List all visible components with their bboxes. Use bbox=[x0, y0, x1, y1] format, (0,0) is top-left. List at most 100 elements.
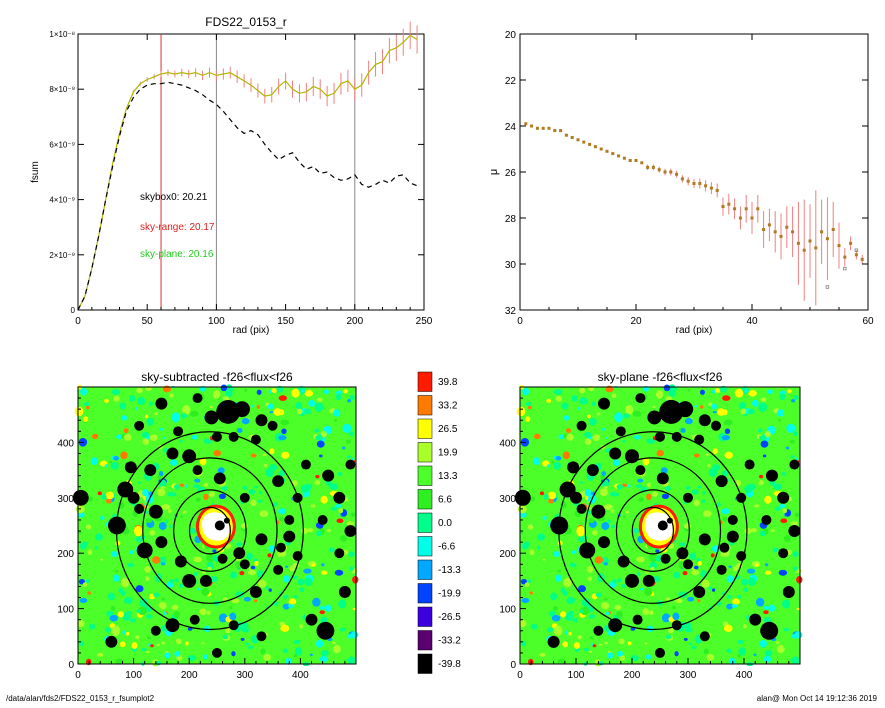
sky-plane-noise-blob bbox=[655, 549, 660, 553]
sky-subtracted-noise-blob bbox=[213, 449, 221, 457]
sky-subtracted-noise-blob bbox=[195, 497, 201, 502]
sky-subtracted-noise-blob bbox=[299, 624, 304, 629]
sky-subtracted-noise-blob bbox=[107, 592, 115, 601]
sky-subtracted-noise-blob bbox=[333, 409, 341, 417]
colorbar-swatch bbox=[417, 630, 433, 651]
sky-subtracted-noise-blob bbox=[116, 434, 122, 440]
sky-plane-noise-blob bbox=[542, 558, 546, 561]
sky-subtracted-noise-blob bbox=[319, 454, 323, 458]
sky-subtracted-noise-blob bbox=[315, 435, 323, 441]
sky-plane-noise-blob bbox=[689, 552, 697, 560]
mu-y-tick-label: 30 bbox=[505, 260, 517, 271]
sky-subtracted-noise-blob bbox=[295, 402, 303, 409]
sky-subtracted-noise-blob bbox=[145, 518, 153, 523]
sky-subtracted-noise-blob bbox=[85, 524, 92, 530]
sky-subtracted-noise-blob bbox=[231, 598, 240, 604]
sky-plane-noise-blob bbox=[701, 579, 710, 588]
sky-subtracted-noise-blob bbox=[335, 393, 342, 401]
sky-plane-noise-blob bbox=[735, 575, 741, 580]
sky-plane-noise-blob bbox=[793, 431, 798, 437]
sky-plane-y-tick-label: 100 bbox=[499, 605, 516, 616]
sky-plane-noise-blob bbox=[584, 488, 592, 497]
sky-subtracted-noise-blob bbox=[153, 592, 160, 598]
sky-plane-noise-blob bbox=[588, 614, 596, 619]
sky-subtracted-noise-blob bbox=[294, 594, 298, 599]
sky-subtracted-masked-star bbox=[273, 564, 284, 575]
sky-subtracted-noise-blob bbox=[164, 519, 169, 524]
sky-subtracted-noise-blob bbox=[194, 478, 201, 483]
sky-plane-y-tick-label: 400 bbox=[499, 438, 516, 449]
sky-subtracted-masked-star bbox=[127, 491, 140, 504]
sky-subtracted-noise-blob bbox=[235, 591, 245, 598]
sky-plane-noise-blob bbox=[693, 565, 699, 570]
fsum-y-tick-label: 4×10⁻⁹ bbox=[49, 196, 75, 205]
sky-plane-noise-blob bbox=[744, 527, 752, 534]
sky-subtracted-noise-blob bbox=[271, 388, 277, 393]
sky-subtracted-noise-blob bbox=[321, 563, 325, 567]
sky-plane-noise-blob bbox=[722, 395, 731, 401]
sky-subtracted-y-tick-label: 200 bbox=[57, 549, 74, 560]
sky-subtracted-noise-blob bbox=[331, 641, 336, 644]
sky-plane-noise-blob bbox=[586, 566, 594, 573]
sky-plane-noise-blob bbox=[790, 521, 798, 526]
sky-subtracted-noise-blob bbox=[282, 648, 289, 653]
sky-plane-noise-blob bbox=[547, 491, 557, 500]
sky-subtracted-noise-blob bbox=[149, 529, 156, 536]
sky-subtracted-noise-blob bbox=[254, 485, 258, 489]
sky-plane-noise-blob bbox=[652, 405, 656, 409]
sky-subtracted-noise-blob bbox=[250, 453, 257, 458]
mu-data-point bbox=[588, 142, 592, 146]
sky-subtracted-noise-blob bbox=[105, 491, 115, 500]
sky-plane-masked-star bbox=[766, 469, 778, 482]
colorbar-label: 6.6 bbox=[438, 494, 452, 505]
sky-plane-noise-blob bbox=[691, 489, 699, 495]
sky-plane-noise-blob bbox=[791, 399, 795, 403]
sky-subtracted-noise-blob bbox=[90, 457, 99, 466]
sky-plane-noise-blob bbox=[708, 586, 713, 590]
sky-plane-masked-star bbox=[698, 533, 711, 546]
sky-plane-masked-star bbox=[642, 574, 655, 587]
sky-plane-noise-blob bbox=[578, 387, 586, 394]
sky-plane-noise-blob bbox=[758, 480, 764, 486]
sky-subtracted-x-tick-label: 200 bbox=[181, 670, 198, 681]
sky-subtracted-noise-blob bbox=[169, 579, 175, 584]
mu-data-point bbox=[721, 205, 725, 208]
sky-subtracted-noise-blob bbox=[120, 590, 126, 597]
sky-subtracted-noise-blob bbox=[104, 627, 111, 633]
sky-plane-masked-star bbox=[716, 564, 727, 575]
sky-subtracted-noise-blob bbox=[212, 549, 217, 553]
sky-subtracted-masked-star bbox=[212, 647, 222, 658]
sky-plane-noise-blob bbox=[566, 596, 576, 605]
sky-plane-noise-blob bbox=[562, 590, 568, 597]
sky-subtracted-noise-blob bbox=[293, 654, 298, 658]
sky-plane-noise-blob bbox=[732, 598, 740, 605]
sky-plane-noise-blob bbox=[571, 550, 577, 555]
sky-subtracted-aperture-ellipse bbox=[115, 431, 304, 631]
sky-subtracted-noise-blob bbox=[278, 434, 287, 441]
sky-plane-noise-blob bbox=[630, 655, 639, 662]
sky-subtracted-noise-blob bbox=[281, 428, 287, 435]
sky-plane-noise-blob bbox=[650, 566, 655, 571]
sky-subtracted-noise-blob bbox=[129, 395, 136, 402]
sky-subtracted-noise-blob bbox=[279, 516, 285, 522]
sky-plane-noise-blob bbox=[603, 504, 613, 510]
colorbar-label: -39.8 bbox=[438, 659, 461, 670]
sky-subtracted-masked-star bbox=[155, 536, 168, 549]
sky-subtracted-noise-blob bbox=[310, 504, 316, 508]
sky-plane-noise-blob bbox=[562, 641, 569, 648]
sky-plane-noise-blob bbox=[764, 430, 771, 438]
sky-subtracted-noise-blob bbox=[316, 440, 325, 448]
sky-subtracted-noise-blob bbox=[237, 427, 243, 434]
sky-plane-noise-blob bbox=[691, 569, 700, 576]
colorbar-label: 13.3 bbox=[438, 471, 458, 482]
sky-subtracted-noise-blob bbox=[158, 601, 167, 610]
sky-subtracted-noise-blob bbox=[136, 387, 143, 394]
sky-subtracted-noise-blob bbox=[120, 451, 128, 460]
sky-subtracted-noise-blob bbox=[236, 542, 243, 547]
sky-plane-noise-blob bbox=[516, 406, 526, 417]
sky-plane-masked-star bbox=[657, 520, 668, 531]
sky-subtracted-noise-blob bbox=[276, 385, 284, 393]
sky-plane-noise-blob bbox=[674, 598, 683, 604]
sky-plane-noise-blob bbox=[691, 645, 697, 650]
sky-subtracted-noise-blob bbox=[136, 609, 142, 613]
